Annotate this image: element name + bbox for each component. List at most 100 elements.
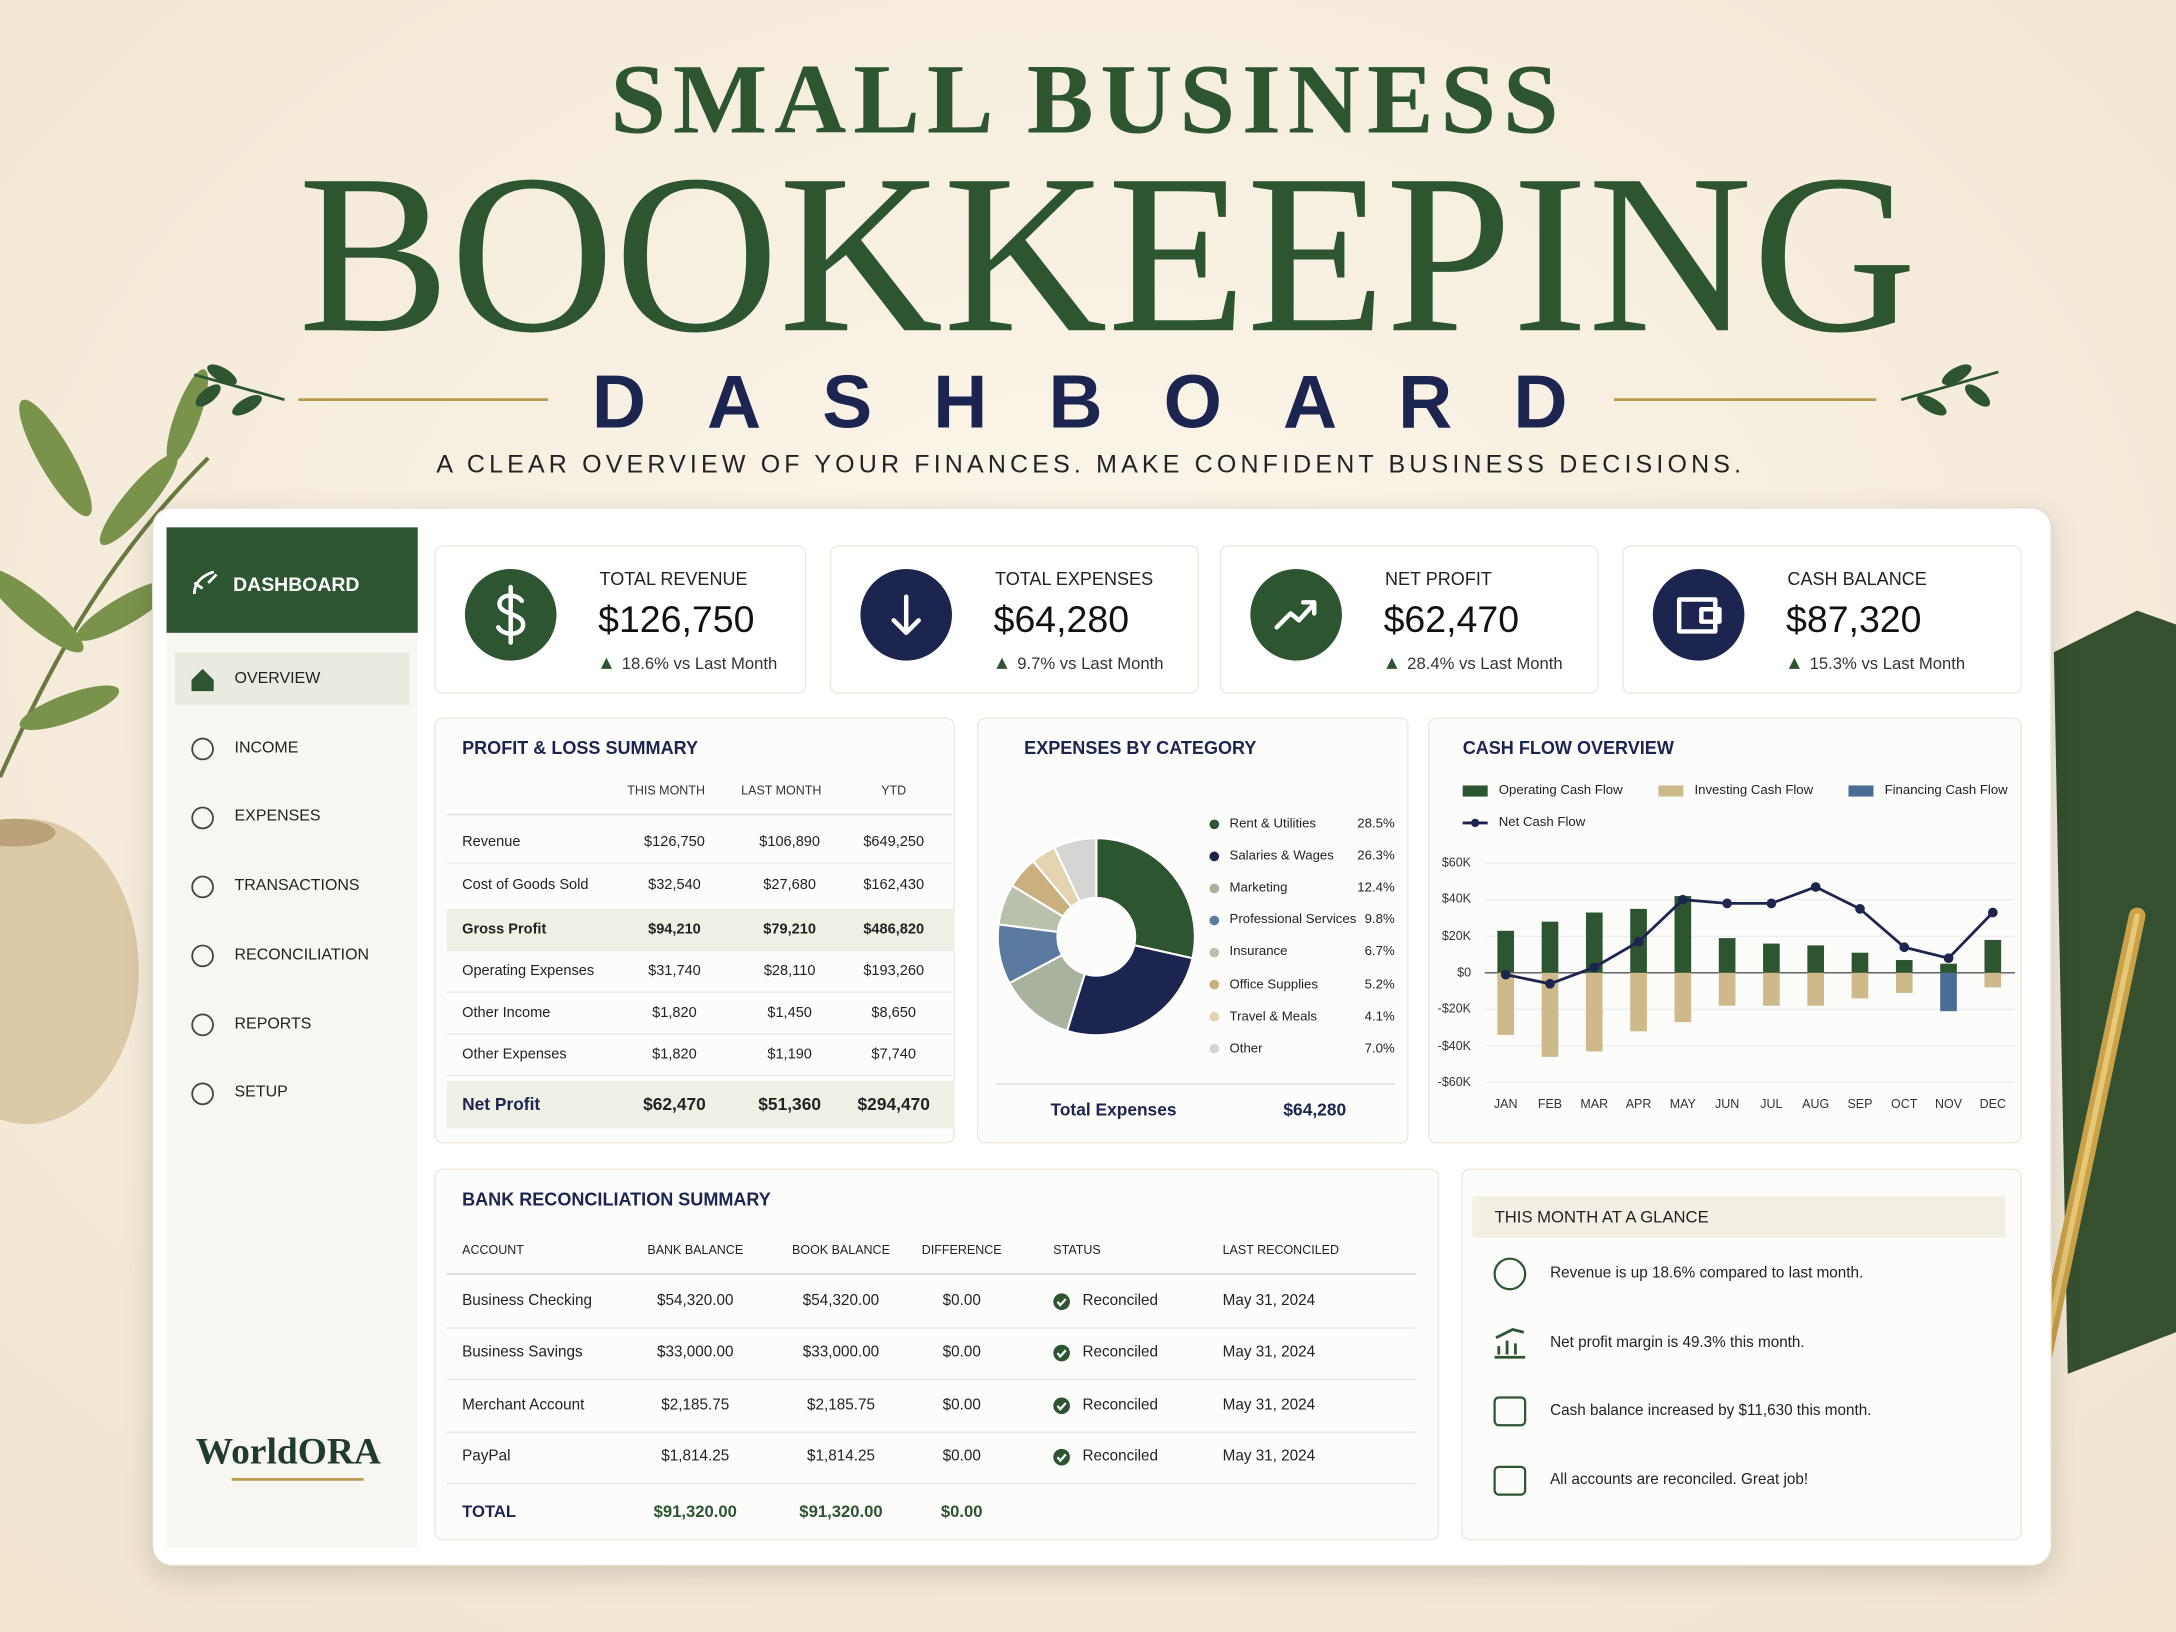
nav-item[interactable]: EXPENSES [234, 808, 321, 826]
glance-icon [1493, 1257, 1527, 1291]
kpi-icon-glyph [891, 594, 921, 636]
y-tick-label: $40K [1441, 892, 1472, 906]
x-tick-label: JAN [1493, 1097, 1518, 1111]
pl-cell: $27,680 [763, 876, 816, 894]
y-tick-label: $0 [1457, 965, 1472, 980]
bar [1541, 972, 1559, 1057]
legend-label: Travel & Meals [1229, 1008, 1317, 1024]
nav-item[interactable]: INCOME [234, 739, 299, 757]
pl-cell: $28,110 [763, 962, 816, 980]
nav-item[interactable]: REPORTS [234, 1015, 312, 1033]
legend-swatch [1209, 979, 1220, 990]
glance-item: Net profit margin is 49.3% this month. [1550, 1334, 1805, 1351]
nav-item[interactable]: RECONCILIATION [234, 946, 370, 964]
pl-cell: $32,540 [648, 876, 701, 894]
bank-cell: Business Checking [462, 1292, 592, 1310]
bank-cell: Business Savings [462, 1344, 583, 1361]
legend-label: Other [1229, 1040, 1263, 1056]
kpi-value: $64,280 [993, 598, 1130, 641]
bank-total: $0.00 [940, 1501, 983, 1521]
y-tick-label: -$20K [1437, 1001, 1472, 1016]
legend-swatch [1209, 915, 1220, 926]
bar [1940, 963, 1957, 973]
pl-row-label: Revenue [462, 833, 521, 851]
status-icon [1053, 1293, 1070, 1311]
nav-icon [191, 1013, 214, 1037]
line-point [1633, 936, 1644, 947]
line-point [1766, 898, 1777, 909]
nav-item[interactable]: SETUP [234, 1084, 288, 1102]
bank-cell: May 31, 2024 [1222, 1396, 1316, 1414]
kpi-icon [1250, 568, 1342, 661]
nav-icon [191, 944, 214, 968]
bank-column: LAST RECONCILED [1222, 1242, 1339, 1257]
pl-row-label: Other Income [462, 1004, 551, 1022]
bar [1541, 921, 1559, 973]
value-label: 26.3% [1357, 848, 1395, 864]
line-point [1855, 904, 1865, 914]
status-icon [1053, 1448, 1070, 1466]
nav-icon [191, 1082, 214, 1106]
x-tick-label: NOV [1934, 1097, 1963, 1111]
legend-label: Rent & Utilities [1229, 816, 1317, 832]
pl-row-label: Operating Expenses [462, 962, 595, 980]
kpi-value: $62,470 [1383, 598, 1520, 641]
bank-cell: May 31, 2024 [1222, 1292, 1316, 1310]
pl-row-bg [446, 1081, 955, 1129]
bank-cell: $0.00 [942, 1396, 981, 1414]
kpi-label: TOTAL EXPENSES [995, 568, 1154, 590]
line-point [1899, 942, 1910, 953]
status-check [1056, 1453, 1067, 1463]
sidebar-heading: DASHBOARD [233, 573, 360, 596]
pl-row-bg [446, 908, 955, 951]
nav-icon [191, 806, 214, 830]
status-check [1056, 1349, 1067, 1359]
bar [1585, 972, 1603, 1052]
pl-cell: $106,890 [759, 833, 821, 851]
value-label: 9.8% [1364, 912, 1395, 928]
bar [1895, 972, 1913, 993]
nav-item[interactable]: TRANSACTIONS [234, 877, 360, 895]
value-label: 7.0% [1364, 1040, 1395, 1056]
y-tick-label: -$40K [1437, 1038, 1472, 1053]
pl-cell: $79,210 [763, 921, 816, 938]
pie-slice [1095, 837, 1196, 960]
kpi-label: TOTAL REVENUE [599, 568, 748, 590]
total-label: Total Expenses [1050, 1100, 1177, 1120]
bank-cell: Reconciled [1082, 1396, 1158, 1414]
legend-swatch [1209, 1011, 1220, 1022]
bank-total: $91,320.00 [799, 1501, 883, 1521]
kpi-change: 9.7% vs Last Month [1017, 653, 1164, 674]
panel-title: BANK RECONCILIATION SUMMARY [462, 1188, 771, 1210]
bar [1807, 945, 1825, 973]
nav-item[interactable]: OVERVIEW [234, 670, 321, 688]
value-label: 4.1% [1364, 1008, 1395, 1024]
line-point [1677, 894, 1688, 905]
bar [1674, 972, 1692, 1023]
bar [1851, 972, 1869, 999]
legend-label: Net Cash Flow [1498, 814, 1586, 831]
bar [1895, 960, 1913, 973]
line [1505, 885, 1994, 986]
kpi-change-arrow [1386, 657, 1398, 669]
bank-cell: $1,814.25 [661, 1448, 730, 1465]
pl-row-label: Net Profit [462, 1094, 541, 1115]
bank-cell: $2,185.75 [661, 1396, 730, 1414]
y-tick-label: $20K [1441, 928, 1472, 943]
x-tick-label: APR [1625, 1097, 1652, 1111]
bank-column: BOOK BALANCE [792, 1242, 890, 1257]
legend-label: Professional Services [1229, 912, 1357, 928]
line-point [1500, 969, 1511, 980]
bank-cell: Merchant Account [462, 1396, 585, 1414]
pl-cell: $1,450 [767, 1004, 812, 1022]
tagline: A CLEAR OVERVIEW OF YOUR FINANCES. MAKE … [436, 450, 1746, 479]
bank-cell: $2,185.75 [807, 1396, 875, 1414]
bar [1497, 930, 1515, 973]
glance-item: All accounts are reconciled. Great job! [1550, 1471, 1809, 1489]
bank-cell: Reconciled [1082, 1292, 1158, 1310]
nav-icon [191, 668, 214, 692]
sidebar-logo-icon [192, 570, 218, 595]
panel-title: PROFIT & LOSS SUMMARY [462, 737, 698, 759]
pl-cell: $51,360 [758, 1094, 821, 1115]
bank-cell: Reconciled [1082, 1344, 1158, 1361]
